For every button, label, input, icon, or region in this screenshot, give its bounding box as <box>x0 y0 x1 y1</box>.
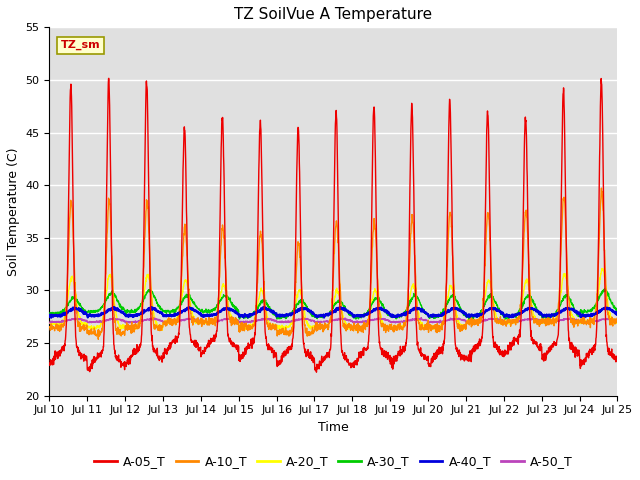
Legend: A-05_T, A-10_T, A-20_T, A-30_T, A-40_T, A-50_T: A-05_T, A-10_T, A-20_T, A-30_T, A-40_T, … <box>89 450 578 473</box>
X-axis label: Time: Time <box>318 421 349 434</box>
Title: TZ SoilVue A Temperature: TZ SoilVue A Temperature <box>234 7 433 22</box>
Y-axis label: Soil Temperature (C): Soil Temperature (C) <box>7 147 20 276</box>
Text: TZ_sm: TZ_sm <box>61 40 100 50</box>
